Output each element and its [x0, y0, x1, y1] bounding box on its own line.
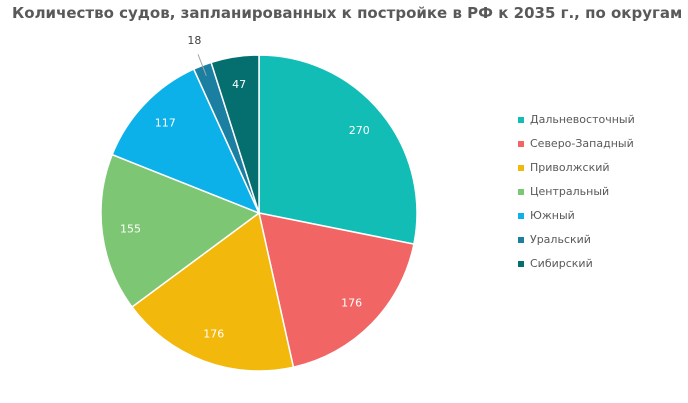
- pie-slice-7: [210, 54, 260, 214]
- data-label-1: 270: [349, 124, 370, 137]
- pie-slice-4: [100, 153, 261, 309]
- legend-label-7: Сибирский: [530, 257, 593, 270]
- pie-slice-1: [258, 54, 418, 245]
- data-label-2: 176: [341, 297, 362, 310]
- legend-label-4: Центральный: [530, 185, 609, 198]
- chart-title: Количество судов, запланированных к пост…: [12, 4, 683, 22]
- data-label-4: 155: [120, 223, 141, 236]
- legend-swatch-3: [518, 165, 524, 171]
- legend-label-2: Северо-Западный: [530, 137, 634, 150]
- data-label-3: 176: [203, 327, 224, 340]
- legend-swatch-1: [518, 117, 524, 123]
- legend-label-1: Дальневосточный: [530, 113, 635, 126]
- pie-slice-3: [130, 211, 295, 372]
- legend-swatch-6: [518, 237, 524, 243]
- data-label-7: 47: [232, 78, 246, 91]
- legend-label-6: Уральский: [530, 233, 591, 246]
- legend-swatch-4: [518, 189, 524, 195]
- legend-label-3: Приволжский: [530, 161, 610, 174]
- pie-slice-5: [111, 68, 261, 215]
- data-label-6: 18: [187, 34, 201, 47]
- pie-slice-2: [258, 212, 415, 369]
- leader-line-6: [197, 54, 207, 77]
- legend-swatch-7: [518, 261, 524, 267]
- data-label-5: 117: [155, 117, 176, 130]
- legend-swatch-2: [518, 141, 524, 147]
- legend-swatch-5: [518, 213, 524, 219]
- legend-label-5: Южный: [530, 209, 575, 222]
